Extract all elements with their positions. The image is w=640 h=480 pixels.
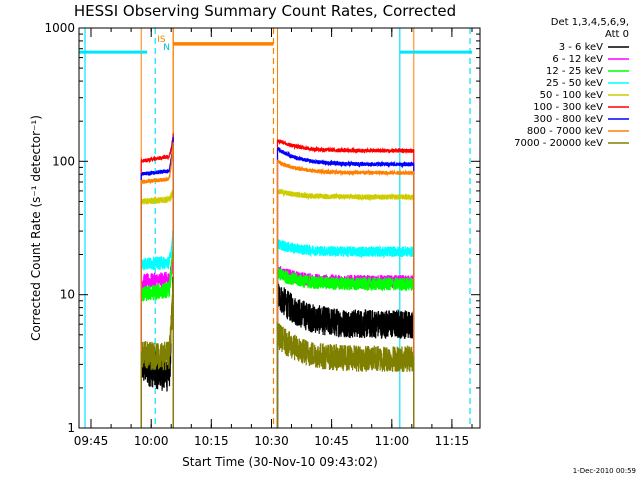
x-tick-label: 11:00 [375,434,410,448]
x-tick-label: 11:15 [435,434,470,448]
series-6-segment-1-line [140,133,174,428]
series-6-segment-2-line [276,139,415,428]
series-4-segment-1-line [140,229,174,428]
y-tick-label: 1000 [44,21,75,35]
y-tick-label: 10 [60,288,75,302]
legend-label: 12 - 25 keV [546,66,603,77]
y-axis: 1 10 100 1000 [44,21,480,435]
legend-header-line1: Det 1,3,4,5,6,9, [551,17,629,28]
flag-label-eclipse: N [163,43,170,53]
x-axis-label: Start Time (30-Nov-10 09:43:02) [182,455,378,469]
y-tick-label: 1 [67,421,75,435]
series-8-segment-2-line [276,159,415,428]
series-3-segment-1-line [140,236,174,428]
series-7-segment-2-line [276,147,415,428]
plot-area: ISN [79,28,472,428]
legend-label: 100 - 300 keV [533,102,603,113]
y-tick-label: 100 [52,154,75,168]
x-tick-label: 10:45 [314,434,349,448]
legend-label: 3 - 6 keV [559,42,603,53]
series-5-segment-1-line [140,189,174,428]
x-tick-label: 10:15 [194,434,229,448]
x-axis: 09:45 10:00 10:15 10:30 10:45 11:00 11:15 [74,28,473,448]
series-9-segment-2-line [276,322,415,428]
plot-frame [78,27,481,429]
legend-label: 6 - 12 keV [552,54,603,65]
legend-label: 800 - 7000 keV [527,126,603,137]
timestamp: 1-Dec-2010 00:59 [573,467,636,475]
series-7-segment-1-line [140,136,174,428]
legend-label: 50 - 100 keV [540,90,604,101]
y-axis-label: Corrected Count Rate (s⁻¹ detector⁻¹) [29,115,43,341]
x-tick-label: 10:30 [254,434,289,448]
flag-label-intervals: IS [157,35,166,45]
series-3-segment-2-line [276,267,415,428]
series-8-segment-1-line [140,142,174,428]
series-5-segment-2-line [276,188,415,428]
chart-title: HESSI Observing Summary Count Rates, Cor… [74,2,456,20]
series-1-segment-2-line [276,281,415,428]
legend-label: 300 - 800 keV [533,114,603,125]
series-2-segment-1-line [140,251,174,428]
legend-label: 7000 - 20000 keV [514,138,603,149]
x-tick-label: 09:45 [74,434,109,448]
series-9-segment-1-line [140,275,174,428]
series-1-segment-1-line [140,273,174,428]
x-tick-label: 10:00 [134,434,169,448]
legend-header-line2: Att 0 [605,29,629,40]
legend-label: 25 - 50 keV [546,78,603,89]
series-4-segment-2-line [276,239,415,428]
